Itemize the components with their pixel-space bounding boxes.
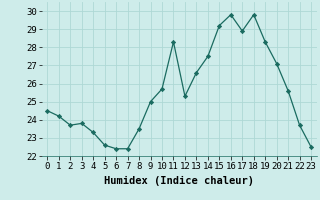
X-axis label: Humidex (Indice chaleur): Humidex (Indice chaleur) xyxy=(104,176,254,186)
